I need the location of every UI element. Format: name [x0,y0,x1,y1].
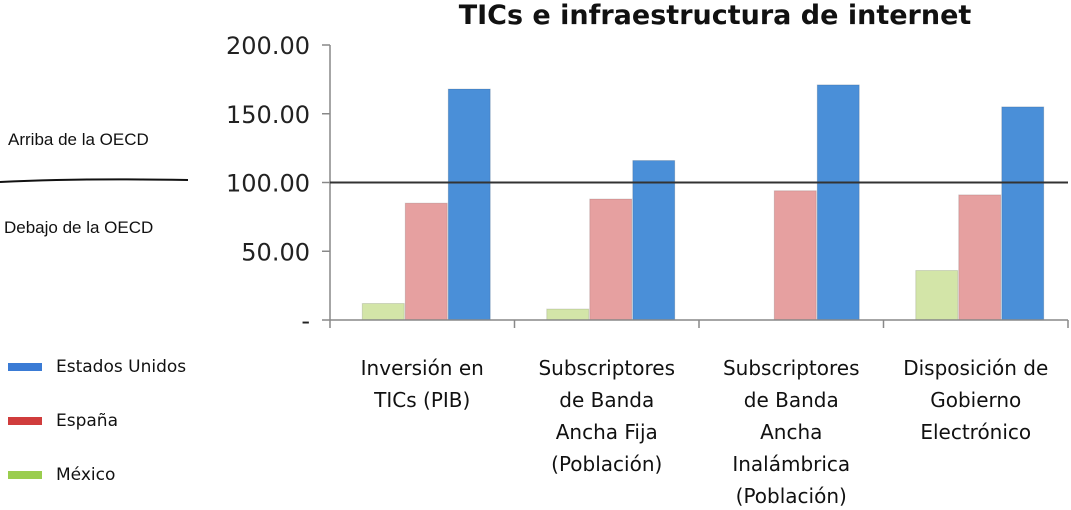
legend-label: México [56,465,116,485]
y-tick-label: 50.00 [241,238,310,266]
bar-espana [773,190,817,321]
y-tick-label: - [301,307,310,335]
x-category-label: de Banda [744,388,839,412]
bar-estados-unidos [447,88,491,321]
bars [330,84,1068,321]
y-axis: 200.00 150.00 100.00 50.00 - [226,32,331,335]
legend-swatch [8,417,42,425]
legend-item: España [8,394,186,448]
x-category-label: Ancha Fija [556,420,658,444]
x-category-label: Inversión en [361,356,484,380]
x-category-label: Disposición de [903,356,1048,380]
bar-mexico [546,308,590,321]
x-category-label: (Población) [736,484,847,508]
bar-espana [958,194,1002,321]
x-category-label: Subscriptores [538,356,675,380]
bar-espana [589,198,633,321]
x-category-label: Subscriptores [723,356,860,380]
legend-item: Estados Unidos [8,340,186,394]
legend-label: España [56,411,118,431]
bar-mexico [915,270,959,321]
oecd-divider-line [0,178,189,183]
x-category-label: TICs (PIB) [373,388,470,412]
legend-swatch [8,363,42,371]
x-axis: Inversión en TICs (PIB) Subscriptores de Ba… [329,319,1069,508]
x-category-label: Ancha [760,420,822,444]
legend: Estados Unidos España México [8,340,186,502]
x-category-label: Inalámbrica [732,452,850,476]
x-category-label: Electrónico [920,420,1031,444]
x-category-label: (Población) [551,452,662,476]
legend-item: México [8,448,186,502]
y-tick-label: 150.00 [226,101,310,129]
bar-estados-unidos [1001,106,1045,321]
below-oecd-label: Debajo de la OECD [4,218,154,237]
bar-espana [404,202,448,321]
y-tick-label: 100.00 [226,170,310,198]
bar-estados-unidos [632,160,676,321]
legend-swatch [8,471,42,479]
bar-estados-unidos [816,84,860,321]
y-tick-label: 200.00 [226,32,310,60]
x-category-label: Gobierno [930,388,1021,412]
chart-title: TICs e infraestructura de internet [459,0,972,31]
bar-mexico [361,303,405,321]
legend-label: Estados Unidos [56,357,187,377]
x-category-label: de Banda [559,388,654,412]
above-oecd-label: Arriba de la OECD [8,130,149,149]
